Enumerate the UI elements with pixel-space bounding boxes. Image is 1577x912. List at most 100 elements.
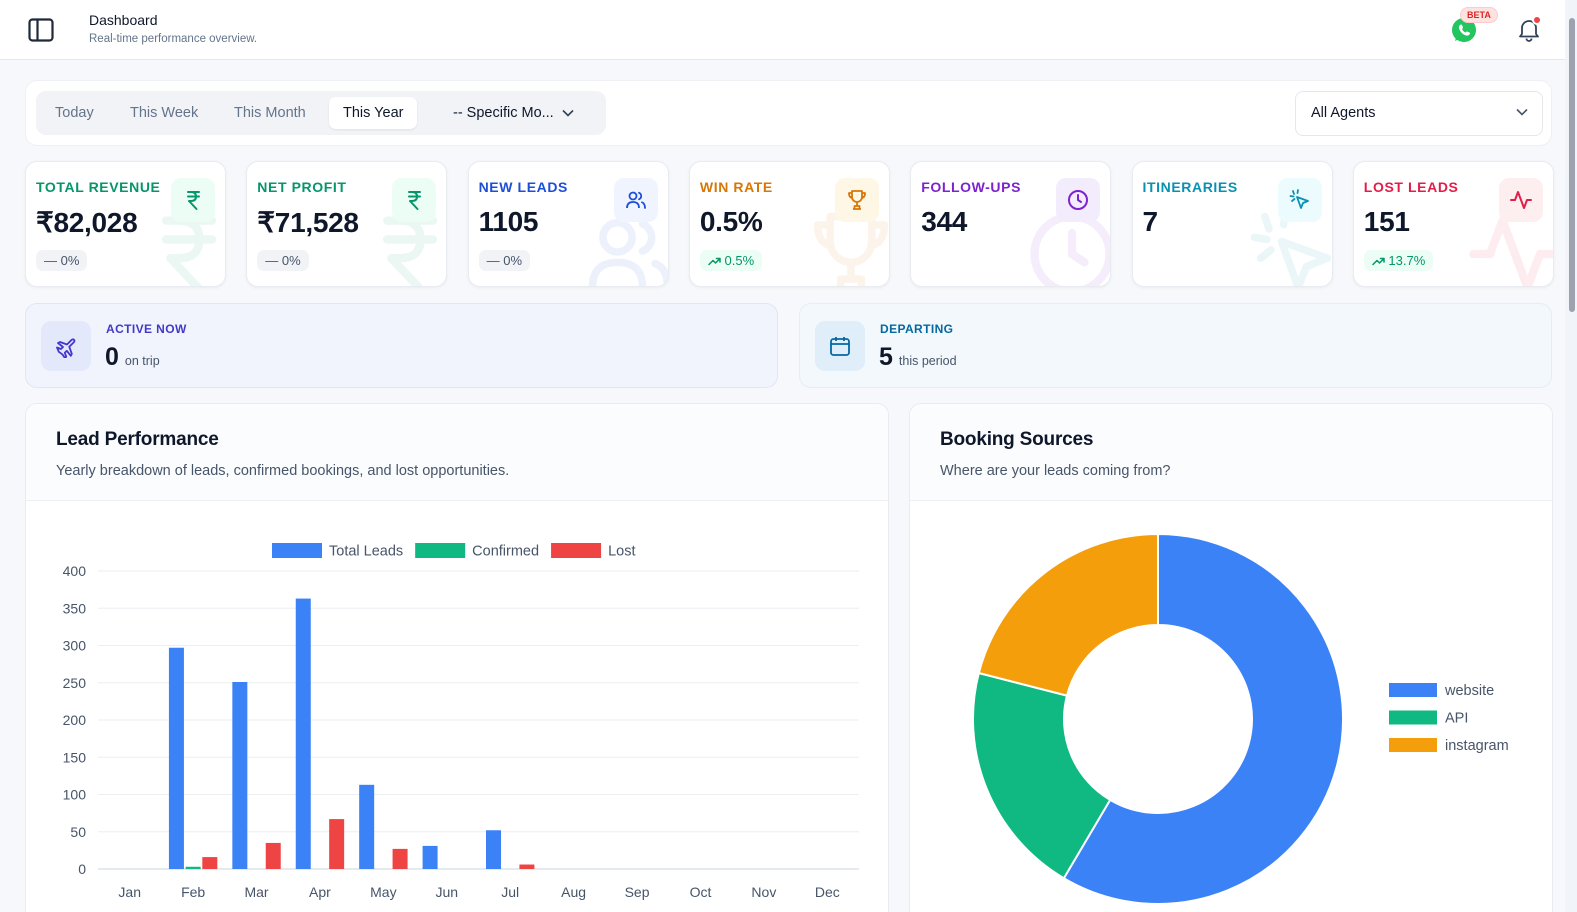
bar-total-leads[interactable] — [422, 845, 438, 869]
y-tick-label: 200 — [63, 712, 87, 728]
calendar-icon — [830, 337, 850, 356]
period-today[interactable]: Today — [55, 105, 94, 121]
x-tick-label: Apr — [309, 884, 331, 900]
scrollbar[interactable] — [1565, 0, 1577, 912]
kpi-icon-box — [1056, 178, 1101, 222]
kpi-icon-box — [392, 178, 437, 222]
panel-header: Lead Performance Yearly breakdown of lea… — [26, 404, 888, 501]
legend-label[interactable]: Confirmed — [472, 544, 539, 560]
legend-swatch[interactable] — [1389, 738, 1437, 752]
legend-label[interactable]: website — [1444, 683, 1494, 699]
booking-sources-chart[interactable]: website API instagram — [910, 404, 1553, 912]
period-this-week[interactable]: This Week — [130, 105, 199, 121]
x-tick-label: Sep — [625, 884, 650, 900]
bar-total-leads[interactable] — [359, 784, 375, 869]
x-tick-label: Jul — [501, 884, 519, 900]
legend-label[interactable]: instagram — [1445, 738, 1509, 754]
y-tick-label: 300 — [63, 638, 87, 654]
bar-total-leads[interactable] — [168, 647, 184, 869]
trending-up-icon — [708, 257, 721, 266]
month-select[interactable]: -- Specific Mo... — [453, 97, 574, 129]
panel-header: Booking Sources Where are your leads com… — [910, 404, 1552, 501]
bar-total-leads[interactable] — [232, 682, 248, 869]
rupee-icon — [187, 191, 200, 210]
agent-select[interactable]: All Agents — [1295, 91, 1543, 136]
agent-select-value: All Agents — [1311, 105, 1376, 121]
kpi-value: 151 — [1363, 206, 1410, 237]
x-tick-label: Mar — [244, 884, 268, 900]
kpi-change-badge: 0.5% — [699, 250, 763, 271]
legend-swatch[interactable] — [551, 543, 602, 558]
page-title: Dashboard — [89, 12, 158, 28]
kpi-change-value: 0% — [281, 253, 301, 268]
kpi-card-win-rate: WIN RATE 0.5% 0.5% — [688, 161, 890, 287]
users-icon-watermark — [588, 219, 668, 286]
departing-card: DEPARTING 5 this period — [799, 303, 1552, 388]
status-label: ACTIVE NOW — [106, 322, 187, 336]
booking-sources-panel: Booking Sources Where are your leads com… — [909, 403, 1553, 912]
pointer-icon-watermark — [1250, 208, 1331, 286]
bar-lost[interactable] — [392, 848, 408, 869]
lead-performance-chart[interactable]: 0 50 100 150 200 250 300 350 400 Jan Feb Mar Apr May J… — [26, 404, 889, 912]
whatsapp-icon[interactable] — [1450, 16, 1478, 44]
active-now-card: ACTIVE NOW 0 on trip — [25, 303, 778, 388]
status-value: 0 on trip — [105, 343, 160, 372]
scrollbar-thumb[interactable] — [1569, 18, 1575, 312]
legend-label[interactable]: API — [1445, 711, 1468, 727]
period-this-year[interactable]: This Year — [329, 97, 418, 129]
kpi-card-follow-ups: FOLLOW-UPS 344 — [910, 161, 1112, 287]
status-unit: on trip — [124, 354, 160, 368]
status-number: 5 — [879, 343, 893, 371]
bar-lost[interactable] — [265, 842, 281, 869]
status-icon-box — [41, 321, 91, 371]
bar-lost[interactable] — [202, 857, 218, 869]
kpi-value: 0.5% — [699, 206, 763, 237]
panel-subtitle: Yearly breakdown of leads, confirmed boo… — [56, 463, 510, 479]
trending-up-icon — [1372, 257, 1385, 266]
kpi-icon-box — [834, 178, 879, 222]
legend-label[interactable]: Lost — [608, 544, 635, 560]
legend-swatch[interactable] — [415, 543, 466, 558]
kpi-change-badge: — 0% — [36, 250, 88, 271]
bar-confirmed[interactable] — [185, 866, 201, 869]
slice-website[interactable] — [1062, 532, 1344, 905]
clock-icon — [1068, 190, 1089, 210]
users-icon — [625, 191, 646, 209]
panel-subtitle: Where are your leads coming from? — [940, 463, 1171, 479]
y-tick-label: 150 — [63, 749, 87, 765]
kpi-card-net-profit: NET PROFIT ₹71,528 — 0% — [246, 161, 448, 287]
legend-swatch[interactable] — [272, 543, 322, 558]
y-tick-label: 350 — [63, 600, 87, 616]
legend-swatch[interactable] — [1389, 683, 1437, 697]
y-tick-label: 100 — [63, 787, 87, 803]
legend-label[interactable]: Total Leads — [329, 544, 403, 560]
status-unit: this period — [898, 354, 957, 368]
period-this-month[interactable]: This Month — [234, 105, 306, 121]
kpi-label: FOLLOW-UPS — [921, 179, 1022, 195]
x-tick-label: Oct — [690, 884, 712, 900]
bar-lost[interactable] — [519, 864, 535, 869]
kpi-label: TOTAL REVENUE — [36, 179, 161, 195]
panel-title: Lead Performance — [56, 429, 219, 450]
chevron-down-icon — [562, 110, 574, 117]
page-subtitle: Real-time performance overview. — [89, 33, 258, 45]
x-tick-label: Feb — [181, 884, 205, 900]
chevron-down-icon — [1516, 108, 1528, 116]
month-select-value: -- Specific Mo... — [453, 105, 554, 121]
status-label: DEPARTING — [880, 322, 954, 336]
sidebar-toggle-icon[interactable] — [27, 16, 55, 44]
trophy-icon — [847, 190, 866, 210]
plane-icon — [56, 338, 76, 358]
lead-performance-panel: Lead Performance Yearly breakdown of lea… — [25, 403, 889, 912]
slice-instagram[interactable] — [977, 532, 1159, 697]
slice-api[interactable] — [972, 671, 1112, 880]
kpi-icon-box — [1498, 178, 1543, 222]
bar-total-leads[interactable] — [295, 598, 311, 869]
y-tick-label: 50 — [70, 824, 86, 840]
bar-total-leads[interactable] — [486, 830, 502, 869]
kpi-label: LOST LEADS — [1363, 179, 1459, 195]
x-tick-label: Nov — [751, 884, 776, 900]
bar-lost[interactable] — [329, 819, 345, 869]
kpi-change-value: 0.5% — [724, 253, 755, 268]
legend-swatch[interactable] — [1389, 710, 1437, 725]
